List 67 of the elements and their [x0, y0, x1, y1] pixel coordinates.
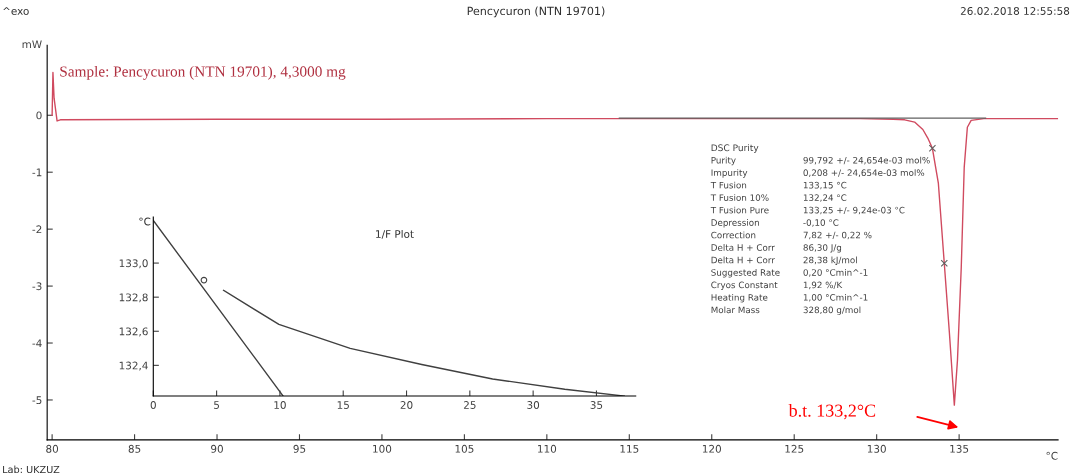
y-tick-label: 0 — [36, 111, 42, 120]
x-tick-label: 80 — [46, 444, 59, 453]
text: ^exo — [3, 7, 29, 15]
y-tick-label: -5 — [32, 396, 42, 405]
annotation: T Fusion Pure — [710, 206, 769, 214]
annotation: 0,208 +/- 24,654e-03 mol% — [803, 169, 925, 177]
annotation: 0,20 °Cmin^-1 — [803, 268, 868, 277]
annotation: 7,82 +/- 0,22 % — [803, 231, 872, 240]
annotation: 133,15 °C — [803, 181, 847, 190]
y-tick-label: 132,4 — [119, 361, 148, 371]
annotation: Depression — [711, 219, 759, 228]
annotation: T Fusion — [710, 181, 747, 189]
x-tick-label: 15 — [337, 401, 349, 409]
x-tick-label: 25 — [463, 401, 476, 409]
x-tick-label: 85 — [128, 444, 141, 453]
x-tick-label: 125 — [785, 444, 804, 453]
x-tick-label: 105 — [455, 444, 474, 453]
y-tick-label: 132,8 — [119, 293, 148, 303]
x-tick-label: 110 — [538, 444, 557, 453]
y-tick-label: -4 — [32, 339, 42, 347]
annotation: 1,92 %/K — [803, 281, 843, 290]
x-tick-label: 115 — [620, 445, 639, 453]
x-tick-label: 120 — [702, 444, 721, 453]
x-tick-label: 95 — [293, 444, 306, 453]
annotation: T Fusion 10% — [710, 194, 769, 201]
annotation: Purity — [711, 156, 736, 166]
x-tick-label: 30 — [527, 401, 540, 409]
annotation: Suggested Rate — [711, 268, 780, 278]
x-tick-label: 90 — [211, 444, 223, 453]
y-tick-label: -2 — [32, 225, 42, 234]
chart-title: Pencycuron (NTN 19701) — [467, 6, 605, 18]
annotation: Heating Rate — [711, 293, 768, 303]
annotation: DSC Purity — [711, 144, 759, 153]
x-tick-label: 35 — [590, 401, 603, 409]
annotation: Correction — [711, 231, 756, 239]
x-tick-label: 0 — [150, 401, 156, 409]
y-axis-title: mW — [22, 40, 42, 49]
x-tick-label: 130 — [867, 444, 886, 453]
annotation: 86,30 J/g — [803, 244, 842, 253]
x-tick-label: 135 — [950, 444, 969, 453]
annotation: Delta H + Corr — [711, 256, 775, 264]
annotation: 99,792 +/- 24,654e-03 mol% — [803, 156, 930, 165]
x-axis-title: °C — [1046, 451, 1058, 460]
x-tick-label: 100 — [373, 444, 392, 453]
annotation: 328,80 g/mol — [803, 306, 861, 315]
annotation: Impurity — [711, 169, 748, 178]
text: 26.02.2018 12:55:58 — [960, 7, 1070, 15]
text: 1/F Plot — [376, 229, 414, 239]
annotation: -0,10 °C — [803, 219, 839, 227]
annotation: b.t. 133,2°C — [788, 404, 876, 420]
annotation: 1,00 °Cmin^-1 — [803, 293, 868, 302]
annotation: Molar Mass — [711, 306, 760, 314]
x-tick-label: 10 — [274, 401, 286, 409]
annotation: 28,38 kJ/mol — [803, 256, 857, 265]
x-tick-label: 5 — [214, 401, 220, 409]
y-axis-title: °C — [139, 217, 151, 226]
x-tick-label: 20 — [400, 401, 413, 409]
annotation: 133,25 +/- 9,24e-03 °C — [803, 206, 905, 215]
annotation: 132,24 °C — [803, 194, 847, 202]
y-tick-label: -3 — [32, 282, 42, 291]
annotation: Cryos Constant — [711, 281, 778, 290]
annotation: Delta H + Corr — [711, 244, 775, 251]
y-tick-label: 133,0 — [119, 259, 148, 269]
y-tick-label: -1 — [32, 168, 42, 177]
text: Lab: UKZUZ — [3, 465, 60, 474]
annotation: Sample: Pencycuron (NTN 19701), 4,3000 mg — [60, 65, 346, 80]
y-tick-label: 132,6 — [119, 327, 148, 337]
